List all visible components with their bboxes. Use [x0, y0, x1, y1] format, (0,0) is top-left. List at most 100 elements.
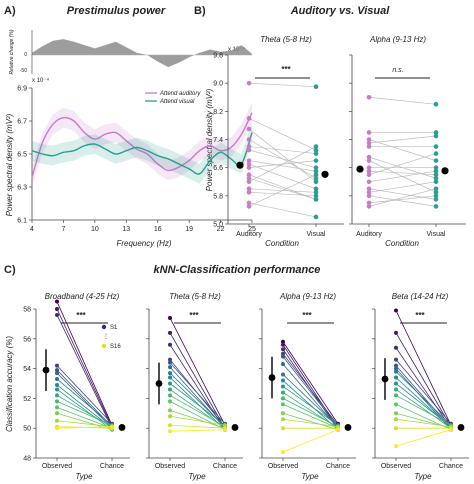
observed-point — [281, 426, 285, 431]
auditory-point — [246, 190, 252, 195]
panel-b-theta-xlabel: Condition — [265, 239, 299, 248]
panel-a-ytick-label: 6.9 — [17, 86, 27, 93]
pair-line — [368, 153, 437, 176]
observed-point — [281, 339, 285, 344]
subject-line — [282, 344, 339, 429]
subject-line — [56, 401, 113, 426]
auditory-point — [366, 154, 372, 160]
subject-line — [282, 353, 339, 426]
legend-s16-label: S16 — [110, 344, 121, 350]
panel-c-broadband-type-chance: Chance — [100, 463, 124, 470]
observed-point — [55, 377, 59, 382]
observed-point — [394, 366, 398, 371]
pair-line — [368, 195, 437, 207]
panel-c-ytick-label: 52 — [23, 396, 31, 403]
mean-chance-point — [457, 424, 465, 431]
subject-line — [282, 412, 339, 431]
subject-line — [56, 426, 113, 429]
panel-a-xlabel: Frequency (Hz) — [116, 239, 171, 248]
panel-a-ytick-label: 6.5 — [17, 152, 27, 159]
mean-auditory-point — [236, 161, 244, 169]
observed-point — [281, 402, 285, 407]
panel-c-ytick-label: 50 — [23, 426, 31, 433]
panel-c-ytick-label: 56 — [23, 336, 31, 343]
mean-auditory-point — [356, 165, 364, 173]
visual-point — [313, 193, 319, 199]
panel-a-xtick-label: 25 — [248, 226, 256, 233]
pair-line — [368, 139, 437, 161]
pair-line — [248, 149, 317, 169]
pair-line — [368, 170, 437, 176]
panel-b-title: Auditory vs. Visual — [290, 5, 391, 17]
panel-c-theta-type-observed: Observed — [155, 463, 185, 470]
panel-a-xtick-label: 7 — [61, 226, 65, 233]
subject-line — [282, 403, 339, 429]
panel-a-ytick-label: 6.7 — [17, 119, 27, 126]
pair-line — [248, 128, 317, 183]
observed-point — [394, 387, 398, 392]
observed-point — [281, 347, 285, 352]
panel-c-title: kNN-Classification performance — [154, 264, 321, 276]
subject-line — [169, 362, 226, 424]
visual-point — [313, 151, 319, 156]
visual-point — [313, 84, 319, 89]
visual-point — [433, 144, 439, 149]
mean-chance-point — [231, 424, 239, 431]
visual-point — [313, 214, 319, 220]
panel-b-theta-title: Theta (5-8 Hz) — [260, 35, 312, 44]
legend-s1-dot — [101, 324, 107, 330]
legend-label-auditory: Attend auditory — [159, 91, 201, 97]
chance-point — [223, 423, 227, 428]
subject-line — [56, 365, 113, 425]
auditory-point — [246, 158, 252, 163]
panel-b-ytick-label: 7.4 — [213, 137, 223, 144]
visual-point — [313, 168, 319, 174]
pair-line — [248, 174, 317, 200]
mean-observed-point — [381, 375, 389, 383]
panel-c-beta-type-chance: Chance — [439, 463, 463, 470]
subject-line — [282, 380, 339, 430]
subject-line — [56, 314, 113, 429]
auditory-point — [366, 200, 372, 206]
auditory-point — [246, 137, 252, 142]
subject-line — [169, 429, 226, 432]
panel-b-letter: B) — [194, 5, 206, 17]
observed-point — [168, 315, 172, 320]
visual-point — [313, 186, 319, 192]
auditory-point — [246, 175, 252, 181]
visual-point — [433, 204, 439, 209]
auditory-point — [366, 186, 372, 192]
panel-b-alpha-xlabel: Condition — [385, 239, 419, 248]
observed-point — [281, 390, 285, 395]
auditory-point — [366, 193, 372, 199]
visual-point — [313, 179, 319, 185]
chance-point — [110, 424, 114, 429]
observed-point — [394, 393, 398, 398]
observed-point — [394, 345, 398, 350]
panel-b-alpha-title: Alpha (9-13 Hz) — [369, 35, 426, 44]
panel-b-theta-cond-auditory: Auditory — [236, 231, 262, 238]
visual-point — [433, 179, 439, 185]
observed-point — [55, 307, 59, 311]
subject-line — [395, 332, 452, 427]
auditory-point — [246, 204, 252, 209]
legend-s16-dot — [101, 343, 107, 349]
panel-c-alpha-sig: *** — [302, 311, 312, 320]
panel-b-ylabel: Power spectral density (mV²) — [205, 88, 214, 191]
psd-line-0 — [31, 112, 253, 178]
observed-point — [168, 414, 172, 419]
auditory-point — [246, 161, 252, 167]
mean-visual-point — [321, 170, 329, 178]
observed-point — [55, 405, 59, 410]
observed-point — [168, 399, 172, 404]
subject-line — [169, 383, 226, 426]
auditory-point — [366, 137, 372, 142]
mean-visual-point — [441, 167, 449, 175]
pair-line — [248, 118, 317, 151]
observed-point — [394, 411, 398, 416]
legend-ellipsis: ⋮ — [103, 334, 109, 340]
observed-point — [55, 418, 59, 423]
panel-c-broadband-title: Broadband (4-25 Hz) — [45, 292, 120, 301]
chart-marks: 6.1 6.3 6.5 6.7 6.9 4 7 10 13 16 19 22 25 5.0 5.8 6.6 7.… — [17, 30, 469, 463]
